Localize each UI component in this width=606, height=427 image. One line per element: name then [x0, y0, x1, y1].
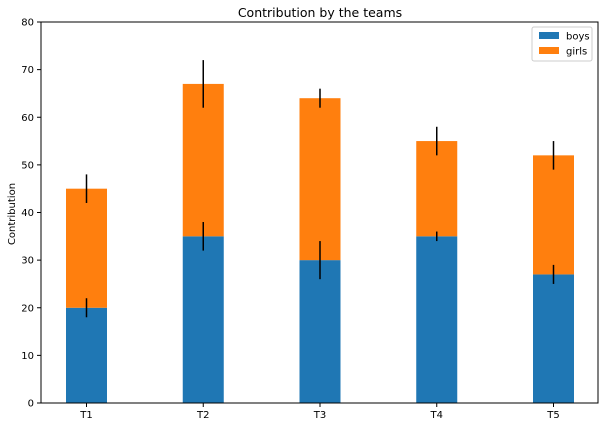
- y-tick-label: 60: [21, 113, 34, 124]
- y-tick-label: 50: [21, 160, 34, 171]
- x-tick-label: T3: [313, 410, 326, 421]
- x-axis-ticks: T1 T2 T3 T4 T5: [79, 403, 560, 421]
- legend-label-boys: boys: [566, 32, 590, 43]
- chart-title: Contribution by the teams: [238, 5, 402, 20]
- y-axis-label: Contribution: [7, 183, 18, 245]
- y-tick-label: 40: [21, 208, 34, 219]
- bar-boys-T4: [416, 236, 458, 403]
- y-tick-label: 10: [21, 351, 34, 362]
- legend: boys girls: [531, 26, 593, 62]
- y-axis-ticks: 0 10 20 30 40 50 60 70 80: [21, 18, 41, 410]
- y-tick-label: 0: [28, 399, 34, 410]
- y-tick-label: 20: [21, 303, 34, 314]
- legend-label-girls: girls: [566, 47, 587, 58]
- x-tick-label: T5: [546, 410, 559, 421]
- legend-swatch-boys: [539, 32, 559, 39]
- x-tick-label: T1: [79, 410, 92, 421]
- bar-girls-T5: [533, 155, 574, 275]
- x-tick-label: T4: [430, 410, 443, 421]
- bar-boys-T2: [182, 236, 224, 403]
- bar-boys-T1: [66, 307, 107, 403]
- x-tick-label: T2: [196, 410, 209, 421]
- y-tick-label: 70: [21, 65, 34, 76]
- bar-boys-T3: [299, 260, 341, 403]
- y-tick-label: 30: [21, 256, 34, 267]
- legend-swatch-girls: [539, 47, 559, 54]
- bar-girls-T3: [299, 98, 341, 261]
- bar-boys-T5: [533, 274, 574, 403]
- bar-girls-T2: [182, 83, 224, 237]
- error-bars-layer: [85, 60, 555, 318]
- bar-girls-T4: [416, 141, 458, 237]
- bars-layer: [66, 83, 574, 403]
- y-tick-label: 80: [21, 18, 34, 29]
- bar-girls-T1: [66, 188, 107, 308]
